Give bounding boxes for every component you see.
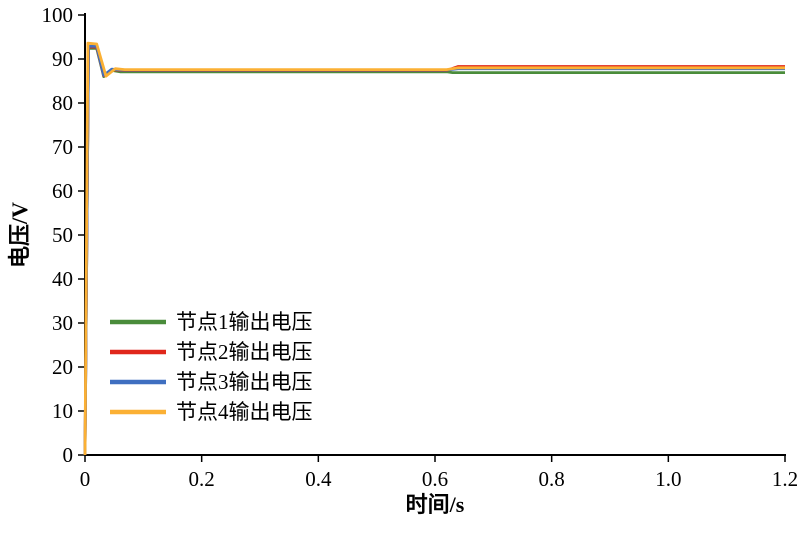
y-tick-label: 100 [42,3,74,27]
y-tick-label: 70 [52,135,73,159]
x-tick-label: 1.2 [772,467,798,491]
y-tick-label: 90 [52,47,73,71]
y-tick-label: 10 [52,399,73,423]
x-tick-label: 1.0 [655,467,681,491]
legend-label-4: 节点4输出电压 [176,400,313,424]
y-tick-label: 80 [52,91,73,115]
legend-label-1: 节点1输出电压 [176,310,313,334]
y-tick-label: 30 [52,311,73,335]
x-tick-label: 0.8 [539,467,565,491]
x-axis-label: 时间/s [405,492,465,517]
x-tick-label: 0.2 [189,467,215,491]
series-line-1 [83,47,785,456]
legend-label-3: 节点3输出电压 [176,370,313,394]
x-tick-label: 0.6 [422,467,448,491]
y-tick-label: 20 [52,355,73,379]
y-tick-label: 40 [52,267,73,291]
y-tick-label: 50 [52,223,73,247]
y-tick-label: 60 [52,179,73,203]
x-tick-label: 0 [80,467,91,491]
y-tick-label: 0 [63,443,74,467]
x-tick-label: 0.4 [305,467,332,491]
y-axis-label: 电压/V [7,202,32,269]
legend-label-2: 节点2输出电压 [176,340,313,364]
series-line-4 [83,41,785,456]
